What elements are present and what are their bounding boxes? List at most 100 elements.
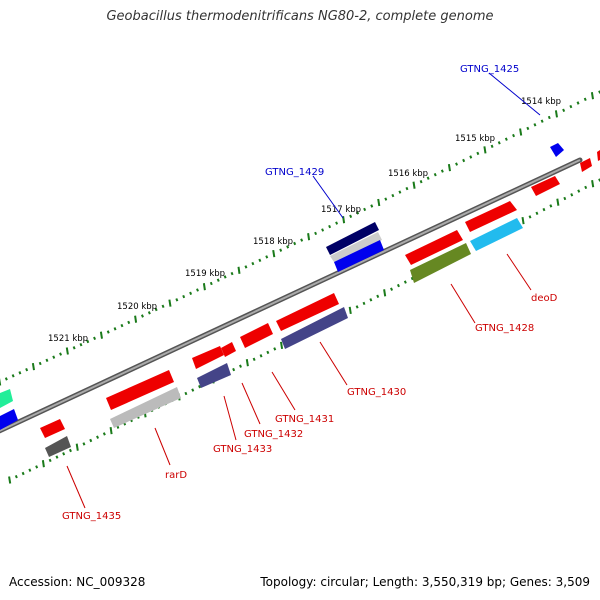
label-GTNG_1432[interactable]: GTNG_1432 bbox=[244, 429, 303, 440]
label-GTNG_1430[interactable]: GTNG_1430 bbox=[347, 387, 406, 398]
inner-track-tick bbox=[14, 475, 18, 479]
inner-track-tick bbox=[184, 391, 188, 396]
gene-GTNG_1429-blue[interactable] bbox=[334, 240, 384, 272]
outer-ruler-tick bbox=[72, 346, 76, 350]
outer-ruler-tick bbox=[328, 224, 332, 229]
outer-ruler-tick bbox=[25, 368, 29, 372]
outer-ruler-tick bbox=[583, 97, 587, 101]
gene-1516-red[interactable] bbox=[465, 201, 517, 232]
outer-ruler-tick bbox=[540, 119, 544, 123]
gene-deoD[interactable] bbox=[470, 218, 523, 251]
gene-GTNG_1435[interactable] bbox=[45, 436, 71, 457]
gene-left-green[interactable] bbox=[0, 389, 13, 408]
inner-track-tick bbox=[376, 294, 380, 298]
inner-track-tick bbox=[410, 276, 414, 281]
outer-ruler-tick bbox=[370, 204, 374, 208]
map-title: Geobacillus thermodenitrificans NG80-2, … bbox=[106, 9, 494, 24]
inner-track-tick bbox=[549, 204, 553, 208]
label-GTNG_1435[interactable]: GTNG_1435 bbox=[62, 511, 121, 522]
outer-ruler-tick bbox=[349, 214, 353, 218]
gene-GTNG_1425[interactable] bbox=[550, 143, 564, 157]
gene-GTNG_1430[interactable] bbox=[281, 307, 348, 349]
outer-ruler-tick bbox=[265, 255, 269, 259]
ruler-label-1518: 1518 kbp bbox=[253, 237, 293, 247]
outer-ruler-tick bbox=[419, 180, 423, 184]
label-GTNG_1431[interactable]: GTNG_1431 bbox=[275, 414, 334, 425]
outer-ruler-tick bbox=[554, 110, 558, 118]
outer-ruler-tick bbox=[440, 169, 444, 173]
gene-right-edge[interactable] bbox=[580, 158, 592, 172]
inner-track-tick bbox=[591, 180, 595, 188]
inner-track-tick bbox=[280, 341, 284, 350]
inner-track-tick bbox=[89, 438, 93, 443]
gene-1430-red[interactable] bbox=[276, 293, 339, 331]
outer-ruler-tick bbox=[258, 258, 262, 262]
outer-ruler-tick bbox=[272, 249, 276, 258]
outer-ruler-tick bbox=[4, 377, 8, 381]
outer-ruler-tick bbox=[547, 115, 551, 120]
gene-rarD[interactable] bbox=[110, 387, 181, 428]
outer-ruler-tick bbox=[93, 336, 97, 340]
ruler-label-1515: 1515 kbp bbox=[455, 134, 495, 144]
outer-ruler-tick bbox=[189, 291, 193, 295]
label-lines bbox=[66, 72, 541, 509]
label-GTNG_1429[interactable]: GTNG_1429 bbox=[265, 167, 324, 178]
gene-1432-red[interactable] bbox=[192, 346, 224, 369]
outer-ruler-tick bbox=[175, 298, 179, 302]
label-rarD[interactable]: rarD bbox=[165, 470, 187, 481]
label-GTNG_1425[interactable]: GTNG_1425 bbox=[460, 64, 519, 75]
label-deoD[interactable]: deoD bbox=[531, 293, 558, 304]
ruler-label-1519: 1519 kbp bbox=[185, 269, 225, 279]
gene-left-blue[interactable] bbox=[0, 409, 18, 430]
outer-ruler-tick bbox=[321, 228, 325, 232]
inner-track-tick bbox=[191, 388, 195, 392]
inner-track-tick bbox=[68, 448, 72, 453]
inner-track-tick bbox=[41, 460, 45, 468]
inner-track-tick bbox=[55, 455, 59, 459]
outer-ruler-tick bbox=[363, 207, 367, 212]
gene-GTNG_1431[interactable] bbox=[240, 323, 273, 348]
gene-GTNG_1429-gray[interactable] bbox=[330, 232, 382, 262]
inner-track-tick bbox=[8, 476, 12, 484]
inner-track-tick bbox=[82, 442, 86, 446]
outer-ruler-tick bbox=[469, 155, 473, 159]
outer-ruler-tick bbox=[202, 283, 206, 291]
gene-features[interactable] bbox=[0, 143, 600, 457]
ruler-label-1521: 1521 kbp bbox=[48, 334, 88, 344]
outer-ruler-tick bbox=[106, 330, 110, 334]
gene-right-edge-2[interactable] bbox=[597, 150, 600, 161]
outer-ruler-tick bbox=[113, 327, 117, 331]
outer-ruler-tick bbox=[31, 362, 35, 371]
inner-track-tick bbox=[198, 385, 202, 389]
gene-GTNG_1429-dark[interactable] bbox=[326, 222, 379, 255]
label-GTNG_1433[interactable]: GTNG_1433 bbox=[213, 444, 272, 455]
outer-ruler-tick bbox=[59, 352, 63, 356]
inner-track-tick bbox=[28, 468, 32, 472]
outer-ruler-tick bbox=[405, 186, 409, 191]
outer-ruler-tick bbox=[533, 123, 537, 127]
outer-ruler-tick bbox=[99, 331, 103, 339]
label-GTNG_1428[interactable]: GTNG_1428 bbox=[475, 323, 534, 334]
gene-GTNG_1432[interactable] bbox=[221, 342, 236, 357]
outer-ruler-tick bbox=[398, 190, 402, 194]
outer-ruler-tick bbox=[86, 339, 90, 344]
gene-GTNG_1435-red[interactable] bbox=[40, 419, 65, 438]
inner-track-tick bbox=[355, 305, 359, 309]
inner-track-tick bbox=[245, 359, 249, 367]
gene-rarD-red[interactable] bbox=[106, 370, 174, 410]
inner-track-tick bbox=[102, 432, 106, 436]
gene-1515-red[interactable] bbox=[531, 176, 560, 196]
gene-GTNG_1428[interactable] bbox=[410, 243, 471, 283]
inner-track-tick bbox=[383, 289, 387, 297]
outer-ruler-tick bbox=[314, 231, 318, 236]
outer-ruler-tick bbox=[209, 281, 213, 286]
outer-ruler-tick bbox=[497, 141, 501, 145]
outer-ruler-tick bbox=[168, 299, 172, 307]
accession-text: Accession: NC_009328 bbox=[9, 575, 146, 589]
outer-ruler-tick bbox=[286, 245, 290, 249]
outer-ruler-tick bbox=[45, 358, 49, 362]
gene-1428-upper[interactable] bbox=[405, 230, 463, 265]
inner-track-tick bbox=[109, 426, 113, 435]
gene-GTNG_1433[interactable] bbox=[197, 363, 231, 388]
